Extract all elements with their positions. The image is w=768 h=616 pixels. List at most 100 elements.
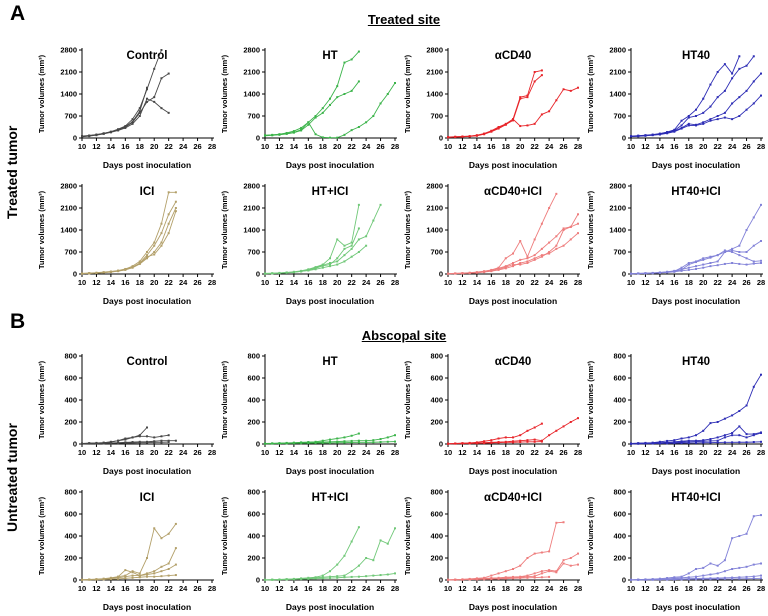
chart-svg: 0 200 400 600 800 10 12 14 16 18 20 22 24 26 28 αCD40+I… <box>403 488 582 612</box>
svg-text:0: 0 <box>622 134 626 143</box>
svg-text:22: 22 <box>164 278 172 287</box>
svg-text:700: 700 <box>430 112 443 121</box>
svg-text:600: 600 <box>430 510 443 519</box>
svg-text:10: 10 <box>78 584 86 593</box>
treated-site-title: Treated site <box>367 12 441 27</box>
svg-text:600: 600 <box>247 510 260 519</box>
svg-text:200: 200 <box>64 418 77 427</box>
svg-text:700: 700 <box>613 248 626 257</box>
svg-text:20: 20 <box>150 448 158 457</box>
svg-text:24: 24 <box>362 584 371 593</box>
svg-text:Days post inoculation: Days post inoculation <box>652 602 740 612</box>
panel-a-label: A <box>10 2 26 25</box>
svg-text:20: 20 <box>516 448 524 457</box>
svg-text:14: 14 <box>290 584 299 593</box>
svg-text:0: 0 <box>622 440 626 449</box>
chart-svg: 0 200 400 600 800 10 12 14 16 18 20 22 24 26 28 HT+ICI T… <box>220 488 399 612</box>
svg-text:12: 12 <box>641 142 649 151</box>
svg-text:22: 22 <box>347 584 355 593</box>
chart-svg: 0 700 1400 2100 2800 10 12 14 16 18 20 22 24 26 28 HT Tu… <box>220 46 399 170</box>
svg-text:22: 22 <box>530 278 538 287</box>
svg-text:16: 16 <box>670 278 678 287</box>
chart-svg: 0 700 1400 2100 2800 10 12 14 16 18 20 22 24 26 28 ICI T… <box>37 182 216 306</box>
svg-text:10: 10 <box>627 142 635 151</box>
svg-text:10: 10 <box>444 142 452 151</box>
svg-text:600: 600 <box>64 510 77 519</box>
chart-svg: 0 200 400 600 800 10 12 14 16 18 20 22 24 26 28 HT40 Tum… <box>586 352 765 476</box>
chart-treated-ht: 0 700 1400 2100 2800 10 12 14 16 18 20 22 24 26 28 HT Tu… <box>219 36 402 172</box>
svg-text:2100: 2100 <box>243 68 260 77</box>
chart-treated-ht40: 0 700 1400 2100 2800 10 12 14 16 18 20 22 24 26 28 HT40… <box>585 36 768 172</box>
svg-text:12: 12 <box>275 142 283 151</box>
svg-text:22: 22 <box>713 278 721 287</box>
svg-text:16: 16 <box>487 142 495 151</box>
panel-b-label: B <box>10 310 26 333</box>
svg-text:1400: 1400 <box>243 226 260 235</box>
svg-text:800: 800 <box>247 352 260 361</box>
svg-text:26: 26 <box>559 278 567 287</box>
svg-text:2800: 2800 <box>609 46 626 55</box>
chart-svg: 0 200 400 600 800 10 12 14 16 18 20 22 24 26 28 ICI Tumo… <box>37 488 216 612</box>
svg-text:28: 28 <box>391 448 399 457</box>
svg-text:700: 700 <box>613 112 626 121</box>
svg-text:26: 26 <box>742 448 750 457</box>
svg-text:12: 12 <box>458 278 466 287</box>
svg-text:28: 28 <box>391 278 399 287</box>
svg-text:Tumor volumes (mm³): Tumor volumes (mm³) <box>37 496 46 575</box>
svg-text:HT40: HT40 <box>682 50 710 62</box>
svg-text:24: 24 <box>179 448 188 457</box>
chart-svg: 0 200 400 600 800 10 12 14 16 18 20 22 24 26 28 HT40+IC… <box>586 488 765 612</box>
svg-text:24: 24 <box>728 584 737 593</box>
svg-text:Tumor volumes (mm³): Tumor volumes (mm³) <box>220 190 229 269</box>
svg-text:10: 10 <box>261 142 269 151</box>
abscopal-site-title: Abscopal site <box>361 328 447 343</box>
svg-text:Tumor volumes (mm³): Tumor volumes (mm³) <box>586 54 595 133</box>
svg-text:600: 600 <box>613 510 626 519</box>
svg-text:10: 10 <box>627 584 635 593</box>
svg-text:200: 200 <box>613 418 626 427</box>
chart-treated-acd40: 0 700 1400 2100 2800 10 12 14 16 18 20 22 24 26 28 αCD4… <box>402 36 585 172</box>
svg-text:0: 0 <box>439 576 443 585</box>
svg-text:16: 16 <box>121 584 129 593</box>
svg-text:Days post inoculation: Days post inoculation <box>652 296 740 306</box>
svg-text:Days post inoculation: Days post inoculation <box>469 602 557 612</box>
svg-text:600: 600 <box>430 374 443 383</box>
svg-text:400: 400 <box>247 532 260 541</box>
svg-text:1400: 1400 <box>60 90 77 99</box>
svg-text:26: 26 <box>742 278 750 287</box>
chart-abscopal-ht40: 0 200 400 600 800 10 12 14 16 18 20 22 24 26 28 HT40 Tum… <box>585 342 768 478</box>
chart-svg: 0 200 400 600 800 10 12 14 16 18 20 22 24 26 28 αCD40 Tu… <box>403 352 582 476</box>
svg-text:Tumor volumes (mm³): Tumor volumes (mm³) <box>586 496 595 575</box>
svg-text:2800: 2800 <box>60 46 77 55</box>
svg-text:400: 400 <box>64 396 77 405</box>
svg-text:16: 16 <box>304 142 312 151</box>
svg-text:Days post inoculation: Days post inoculation <box>103 160 191 170</box>
svg-text:10: 10 <box>78 278 86 287</box>
svg-text:20: 20 <box>150 278 158 287</box>
svg-text:24: 24 <box>728 278 737 287</box>
svg-text:14: 14 <box>473 584 482 593</box>
svg-text:18: 18 <box>502 142 510 151</box>
svg-text:20: 20 <box>150 584 158 593</box>
svg-text:10: 10 <box>444 448 452 457</box>
svg-text:16: 16 <box>121 448 129 457</box>
svg-text:12: 12 <box>275 584 283 593</box>
svg-text:14: 14 <box>107 142 116 151</box>
svg-text:2800: 2800 <box>243 182 260 191</box>
svg-text:28: 28 <box>208 448 216 457</box>
svg-text:2800: 2800 <box>426 46 443 55</box>
svg-text:200: 200 <box>430 418 443 427</box>
svg-text:ICI: ICI <box>140 492 155 504</box>
svg-text:26: 26 <box>193 448 201 457</box>
svg-text:αCD40+ICI: αCD40+ICI <box>484 186 542 198</box>
svg-text:28: 28 <box>574 278 582 287</box>
svg-text:0: 0 <box>256 576 260 585</box>
svg-text:10: 10 <box>627 448 635 457</box>
svg-text:24: 24 <box>179 584 188 593</box>
svg-text:24: 24 <box>728 142 737 151</box>
svg-text:14: 14 <box>473 448 482 457</box>
svg-text:ICI: ICI <box>140 186 155 198</box>
svg-text:14: 14 <box>656 278 665 287</box>
svg-text:14: 14 <box>656 142 665 151</box>
svg-text:14: 14 <box>290 142 299 151</box>
